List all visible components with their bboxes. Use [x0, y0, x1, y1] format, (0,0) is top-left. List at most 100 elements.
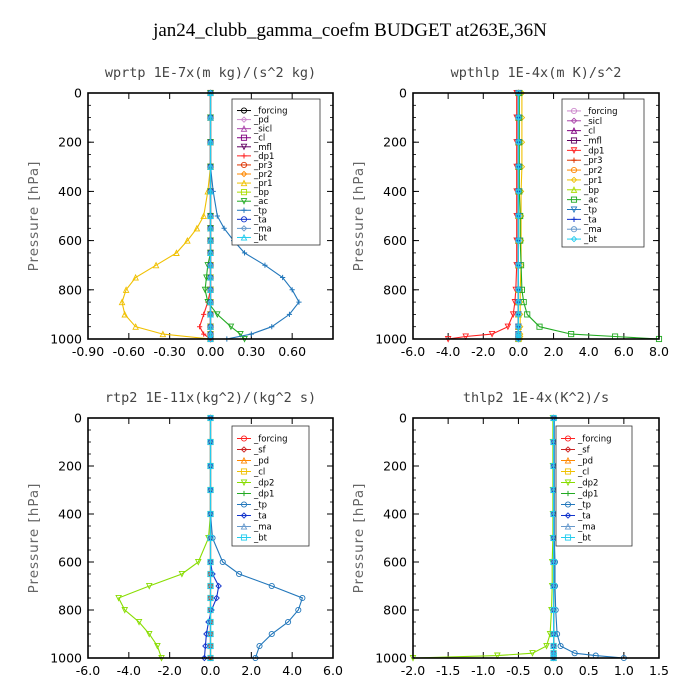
data-point: [207, 594, 214, 602]
x-tick-label: -1.5: [436, 663, 460, 678]
legend-label: _sicl: [253, 125, 272, 135]
series-dp2: [115, 414, 214, 662]
data-point: [280, 274, 286, 281]
legend: _forcing_pd_sicl_cl_mfl_dp1_pr3_pr2_pr1_…: [231, 98, 321, 246]
legend-marker: [564, 534, 572, 541]
data-point: [207, 462, 214, 470]
x-tick-label: 0.5: [579, 663, 599, 678]
panel-4: thlp2 1E-4x(K^2)/s Pressure [hPa] 0 200 400 6…: [351, 390, 669, 678]
data-point: [132, 273, 139, 281]
legend-entry: _tp: [567, 206, 597, 216]
legend-entry: _ac: [237, 197, 268, 207]
legend-entry: _ta: [237, 215, 267, 225]
data-point: [121, 606, 129, 614]
data-point: [237, 331, 244, 338]
data-point: [207, 113, 214, 121]
legend-label: _forcing: [253, 435, 288, 445]
y-tick-label: 1000: [50, 332, 82, 347]
data-point: [207, 224, 214, 232]
data-point: [256, 642, 263, 650]
data-point: [201, 654, 208, 662]
data-point: [550, 582, 557, 590]
legend-entry: _ac: [567, 196, 598, 206]
legend-marker: [564, 435, 572, 442]
data-point: [219, 558, 226, 566]
legend-entry: _pr3: [237, 161, 273, 171]
legend-marker: [240, 143, 248, 151]
data-point: [118, 298, 126, 306]
legend-entry: _tp: [237, 501, 267, 511]
y-tick-label: 400: [383, 507, 407, 522]
legend-label: _bt: [583, 235, 598, 245]
legend-label: _bt: [253, 534, 268, 544]
y-axis-label: Pressure [hPa]: [26, 483, 42, 594]
legend-label: _pd: [253, 457, 269, 467]
data-point: [207, 249, 214, 256]
x-tick-label: 0.0: [508, 344, 528, 359]
y-tick-label: 0: [399, 86, 407, 101]
data-point: [207, 298, 214, 306]
legend-entry: _dp1: [237, 490, 274, 500]
x-tick-label: -6.0: [401, 344, 425, 359]
y-tick-label: 600: [58, 233, 82, 248]
legend-marker: [240, 225, 248, 232]
data-point: [202, 642, 209, 650]
data-point: [207, 630, 214, 638]
legend-entry: _forcing: [561, 435, 612, 445]
x-tick-label: -4.0: [436, 344, 460, 359]
series-pr1: [118, 89, 214, 343]
legend-marker: [570, 107, 578, 114]
data-point: [462, 333, 470, 341]
series-line: [448, 93, 518, 340]
legend-marker: [564, 501, 572, 508]
data-point: [122, 286, 130, 293]
legend-entry: _cl: [561, 468, 589, 478]
data-point: [504, 323, 512, 331]
legend-label: _mfl: [253, 143, 272, 153]
data-point: [115, 594, 122, 602]
legend-label: _forcing: [577, 435, 612, 445]
legend-entry: _ma: [237, 523, 272, 533]
legend-entry: _cl: [567, 127, 595, 137]
y-tick-label: 200: [58, 459, 82, 474]
data-point: [207, 261, 214, 269]
y-tick-label: 600: [58, 555, 82, 570]
data-point: [568, 331, 575, 338]
legend-entry: _dp2: [561, 479, 598, 489]
data-point: [207, 486, 214, 494]
legend-marker: [570, 235, 578, 243]
data-point: [178, 570, 186, 578]
legend-box: [561, 98, 645, 248]
series-line: [412, 418, 554, 659]
x-tick-label: 6.0: [323, 663, 343, 678]
legend-marker: [241, 153, 247, 159]
legend-marker: [240, 161, 248, 168]
legend-marker: [570, 137, 578, 144]
y-tick-label: 400: [383, 184, 407, 199]
legend-entry: _bt: [237, 233, 268, 243]
data-point: [509, 311, 517, 319]
legend-marker: [240, 468, 248, 475]
data-point: [515, 237, 522, 244]
x-tick-label: 8.0: [649, 344, 669, 359]
legend-entry: _forcing: [237, 435, 288, 445]
legend-marker: [570, 127, 578, 134]
legend-label: _sf: [253, 446, 267, 456]
x-tick-label: -6.0: [76, 663, 100, 678]
plot-frame: [87, 92, 334, 340]
legend-label: _cl: [577, 468, 589, 478]
data-point: [213, 594, 220, 602]
data-point: [207, 273, 214, 281]
y-axis-label: Pressure [hPa]: [351, 483, 367, 594]
data-point: [550, 642, 557, 650]
legend-entry: _ma: [561, 523, 596, 533]
data-point: [207, 618, 214, 626]
data-point: [515, 286, 522, 294]
y-tick-label: 800: [383, 603, 407, 618]
data-point: [236, 570, 243, 578]
x-tick-label: 2.0: [241, 663, 261, 678]
legend-marker: [565, 490, 571, 497]
y-tick-label: 200: [383, 135, 407, 150]
legend-entry: _ma: [567, 225, 602, 235]
